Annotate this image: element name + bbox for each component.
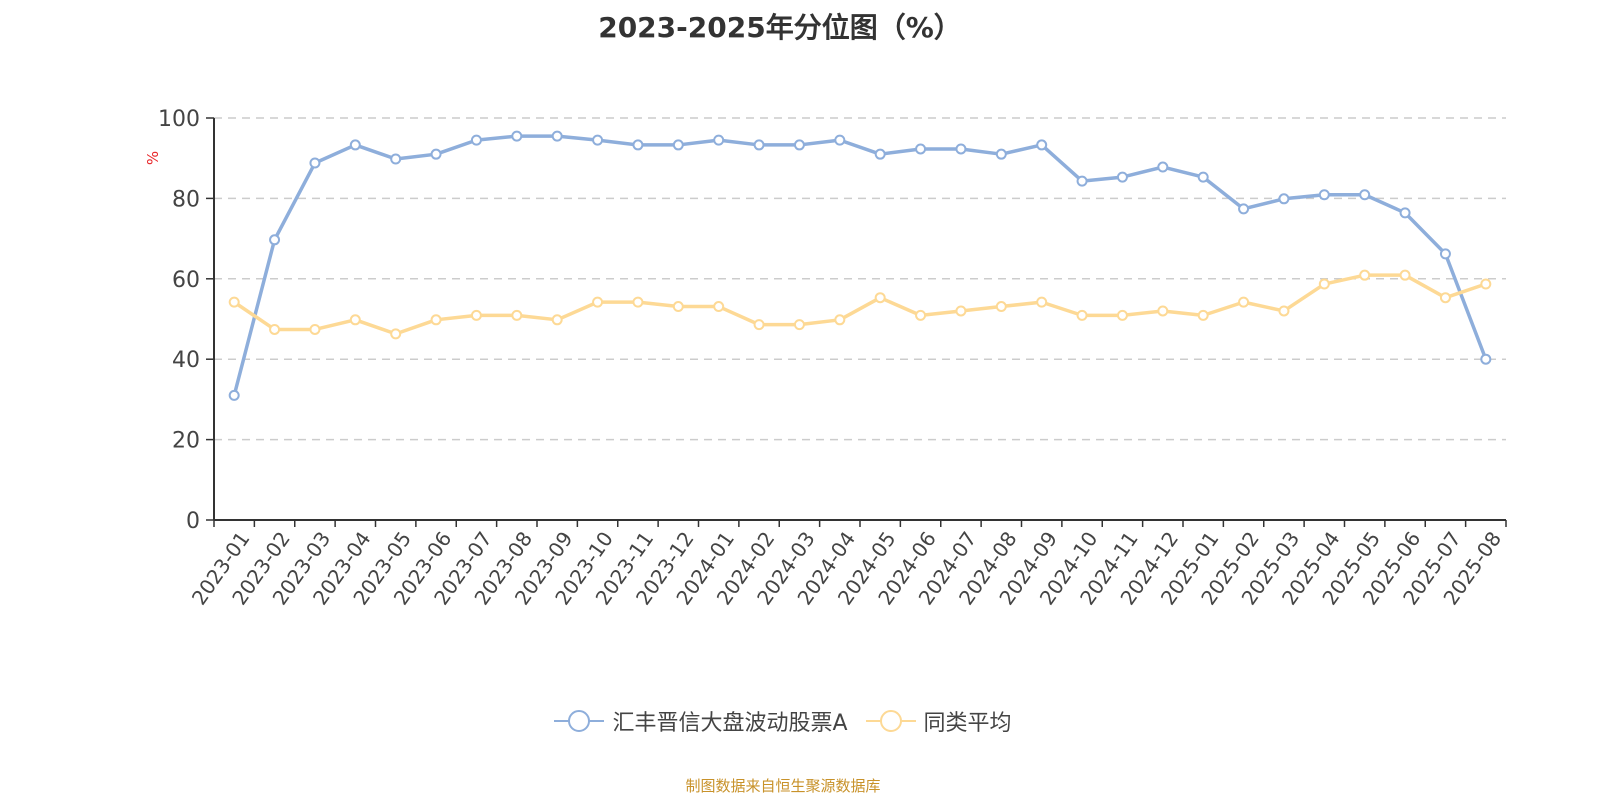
data-point[interactable]	[1399, 269, 1411, 281]
x-axis-labels: 2023-012023-022023-032023-042023-052023-…	[187, 527, 1506, 609]
legend-label: 同类平均	[923, 711, 1012, 736]
data-point[interactable]	[511, 309, 523, 321]
grid-lines	[214, 117, 1506, 441]
circle-line-icon	[865, 708, 916, 734]
circle-line-icon	[554, 708, 605, 734]
data-point[interactable]	[1480, 353, 1492, 365]
data-point[interactable]	[632, 296, 644, 308]
data-point[interactable]	[228, 389, 240, 401]
data-point[interactable]	[470, 309, 482, 321]
data-point[interactable]	[672, 301, 684, 313]
data-point[interactable]	[1359, 189, 1371, 201]
data-point[interactable]	[995, 148, 1007, 160]
series-lines[interactable]	[228, 130, 1492, 401]
y-axis-unit: %	[144, 151, 162, 165]
y-tick-label: 40	[172, 348, 200, 373]
data-point[interactable]	[713, 134, 725, 146]
legend-label: 汇丰晋信大盘波动股票A	[612, 711, 848, 736]
series-average[interactable]	[228, 269, 1492, 340]
data-point[interactable]	[470, 134, 482, 146]
legend: 汇丰晋信大盘波动股票A 同类平均	[0, 705, 1566, 737]
data-point[interactable]	[915, 143, 927, 155]
data-point[interactable]	[309, 157, 321, 169]
data-point[interactable]	[793, 319, 805, 331]
data-point[interactable]	[672, 139, 684, 151]
y-tick-label: 80	[172, 187, 200, 212]
data-point[interactable]	[955, 305, 967, 317]
y-axis-labels: 0 20 40 60 80 100	[158, 107, 200, 534]
data-point[interactable]	[551, 130, 563, 142]
data-point[interactable]	[390, 328, 402, 340]
data-point[interactable]	[1197, 171, 1209, 183]
axes	[206, 117, 1507, 527]
data-point[interactable]	[1480, 278, 1492, 290]
data-point[interactable]	[1036, 139, 1048, 151]
data-point[interactable]	[269, 323, 281, 335]
data-point[interactable]	[713, 301, 725, 313]
data-point[interactable]	[1318, 278, 1330, 290]
data-point[interactable]	[793, 139, 805, 151]
y-tick-label: 60	[172, 268, 200, 293]
data-point[interactable]	[874, 148, 886, 160]
data-point[interactable]	[834, 134, 846, 146]
data-point[interactable]	[1076, 175, 1088, 187]
data-point[interactable]	[834, 314, 846, 326]
data-point[interactable]	[390, 153, 402, 165]
data-point[interactable]	[1157, 305, 1169, 317]
data-point[interactable]	[551, 314, 563, 326]
data-point[interactable]	[349, 314, 361, 326]
data-point[interactable]	[1238, 203, 1250, 215]
data-point[interactable]	[955, 143, 967, 155]
data-point[interactable]	[269, 234, 281, 246]
data-point[interactable]	[1116, 309, 1128, 321]
data-point[interactable]	[592, 296, 604, 308]
data-point[interactable]	[592, 134, 604, 146]
data-point[interactable]	[1036, 296, 1048, 308]
data-point[interactable]	[430, 314, 442, 326]
data-point[interactable]	[1238, 296, 1250, 308]
data-point[interactable]	[511, 130, 523, 142]
data-point[interactable]	[915, 309, 927, 321]
data-point[interactable]	[1278, 305, 1290, 317]
y-tick-label: 0	[186, 509, 200, 534]
data-point[interactable]	[1116, 171, 1128, 183]
data-source-note: 制图数据来自恒生聚源数据库	[685, 777, 881, 795]
legend-item-average[interactable]: 同类平均	[865, 705, 1012, 737]
data-point[interactable]	[349, 139, 361, 151]
y-tick-label: 20	[172, 429, 200, 454]
legend-item-fund[interactable]: 汇丰晋信大盘波动股票A	[554, 705, 848, 737]
data-point[interactable]	[753, 319, 765, 331]
data-point[interactable]	[1197, 309, 1209, 321]
data-point[interactable]	[309, 323, 321, 335]
data-point[interactable]	[753, 139, 765, 151]
data-point[interactable]	[632, 139, 644, 151]
y-tick-label: 100	[158, 107, 200, 132]
data-point[interactable]	[228, 296, 240, 308]
data-point[interactable]	[430, 148, 442, 160]
series-fund[interactable]	[228, 130, 1492, 401]
data-point[interactable]	[1359, 269, 1371, 281]
data-point[interactable]	[1439, 248, 1451, 260]
data-point[interactable]	[1278, 193, 1290, 205]
data-point[interactable]	[874, 292, 886, 304]
chart-title: 2023-2025年分位图（%）	[598, 11, 962, 44]
data-point[interactable]	[1399, 207, 1411, 219]
data-point[interactable]	[1318, 189, 1330, 201]
data-point[interactable]	[995, 301, 1007, 313]
data-point[interactable]	[1439, 292, 1451, 304]
data-point[interactable]	[1157, 161, 1169, 173]
data-point[interactable]	[1076, 309, 1088, 321]
